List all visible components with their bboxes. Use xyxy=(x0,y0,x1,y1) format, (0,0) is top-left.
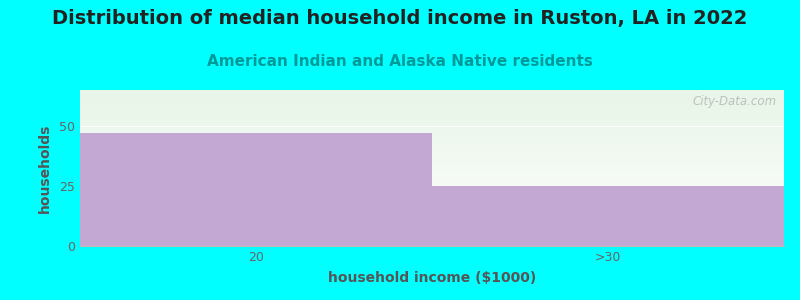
Text: City-Data.com: City-Data.com xyxy=(693,95,777,108)
X-axis label: household income ($1000): household income ($1000) xyxy=(328,271,536,285)
Y-axis label: households: households xyxy=(38,123,52,213)
Bar xyxy=(80,133,432,246)
Text: American Indian and Alaska Native residents: American Indian and Alaska Native reside… xyxy=(207,54,593,69)
Text: Distribution of median household income in Ruston, LA in 2022: Distribution of median household income … xyxy=(52,9,748,28)
Bar xyxy=(432,186,784,246)
